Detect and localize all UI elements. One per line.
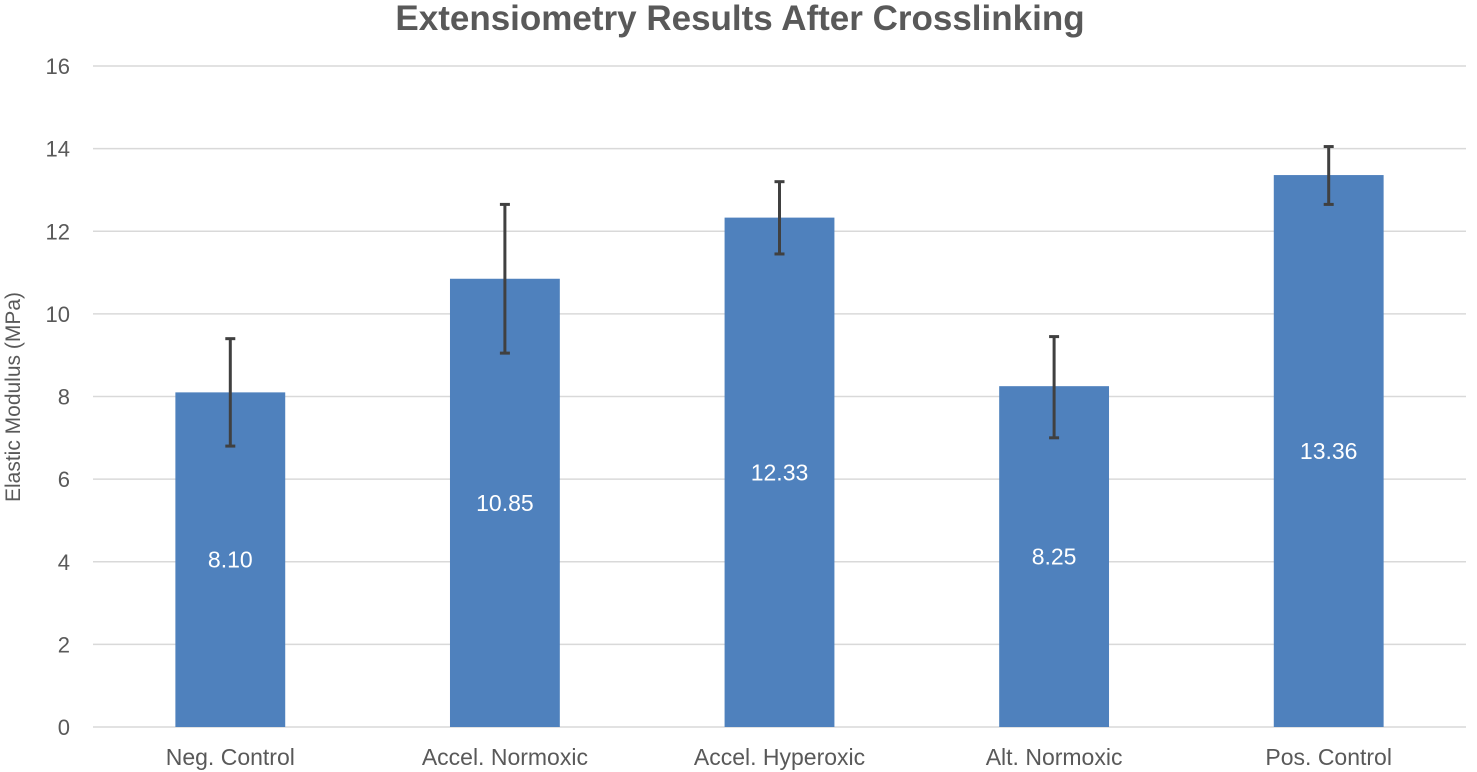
x-category-label: Alt. Normoxic (986, 744, 1123, 770)
y-tick-label: 14 (46, 137, 70, 162)
error-bar (225, 337, 236, 448)
data-label: 13.36 (1300, 438, 1358, 464)
x-axis-category-labels: Neg. Control Accel. Normoxic Accel. Hypero… (166, 744, 1392, 770)
error-bar (1323, 145, 1334, 206)
bar (175, 392, 286, 727)
y-tick-label: 8 (58, 385, 70, 410)
error-bar (499, 202, 510, 355)
x-category-label: Neg. Control (166, 744, 295, 770)
y-tick-label: 12 (46, 219, 70, 244)
error-bars (225, 145, 1334, 448)
y-tick-label: 16 (46, 54, 70, 79)
bar (999, 386, 1110, 727)
chart-title: Extensiometry Results After Crosslinking (395, 0, 1084, 38)
data-label: 10.85 (476, 490, 534, 516)
data-label: 8.10 (208, 547, 253, 573)
y-tick-label: 4 (58, 550, 70, 575)
bar (724, 217, 835, 727)
bar (1273, 175, 1384, 727)
y-tick-label: 2 (58, 632, 70, 657)
error-bar (774, 180, 785, 256)
x-category-label: Pos. Control (1265, 744, 1392, 770)
x-category-label: Accel. Hyperoxic (694, 744, 865, 770)
bars (175, 175, 1384, 727)
data-labels: 8.10 10.85 12.33 8.25 13.36 (208, 438, 1358, 573)
y-tick-label: 0 (58, 715, 70, 740)
data-label: 12.33 (751, 459, 809, 485)
x-category-label: Accel. Normoxic (422, 744, 588, 770)
y-axis-tick-labels: 0 2 4 6 8 10 12 14 16 (46, 54, 70, 740)
y-tick-label: 6 (58, 467, 70, 492)
error-bar (1049, 335, 1060, 440)
data-label: 8.25 (1032, 544, 1077, 570)
y-tick-label: 10 (46, 302, 70, 327)
y-axis-title: Elastic Modulus (MPa) (2, 292, 25, 502)
